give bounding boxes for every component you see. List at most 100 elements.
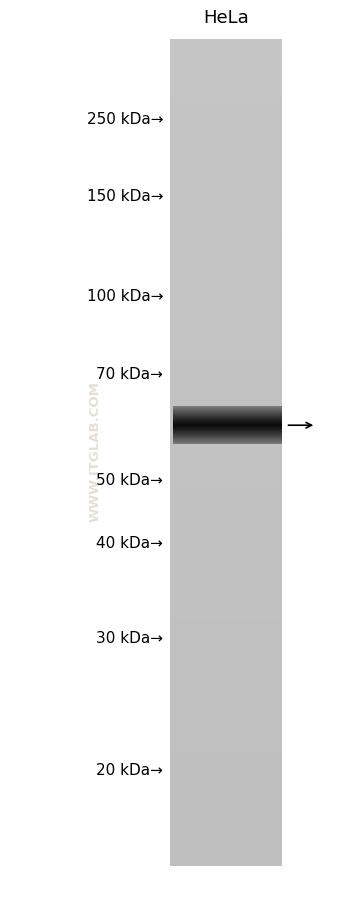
Bar: [170, 415, 282, 419]
Bar: [170, 793, 282, 796]
Bar: [170, 520, 282, 523]
Bar: [170, 820, 282, 823]
Bar: [170, 312, 282, 315]
Bar: [170, 407, 172, 445]
Bar: [170, 254, 282, 257]
Bar: [170, 805, 282, 808]
Bar: [170, 407, 172, 445]
Bar: [170, 603, 282, 606]
Bar: [170, 91, 282, 94]
Bar: [170, 857, 282, 860]
Bar: [170, 498, 282, 501]
Bar: [170, 279, 282, 282]
Bar: [170, 219, 282, 222]
Bar: [170, 817, 282, 821]
Bar: [170, 203, 282, 206]
Bar: [170, 306, 282, 308]
Bar: [170, 644, 282, 648]
Bar: [170, 632, 282, 635]
Bar: [170, 492, 282, 494]
Bar: [170, 751, 282, 754]
Bar: [170, 764, 282, 767]
Bar: [170, 780, 282, 783]
Bar: [170, 576, 282, 579]
Bar: [170, 271, 282, 273]
Bar: [170, 40, 282, 42]
Bar: [170, 584, 282, 587]
Bar: [170, 758, 282, 760]
Bar: [170, 778, 282, 781]
Bar: [170, 652, 282, 656]
Bar: [170, 469, 282, 472]
Bar: [170, 328, 282, 332]
Bar: [170, 566, 282, 569]
Bar: [170, 533, 282, 536]
Bar: [170, 426, 282, 428]
Bar: [170, 124, 282, 127]
Bar: [170, 131, 282, 133]
Bar: [170, 407, 171, 445]
Bar: [170, 283, 282, 286]
Bar: [170, 695, 282, 699]
Text: 150 kDa→: 150 kDa→: [87, 189, 163, 204]
Bar: [170, 335, 282, 337]
Bar: [170, 304, 282, 307]
Bar: [170, 211, 282, 214]
Bar: [170, 261, 282, 263]
Bar: [170, 296, 282, 299]
Bar: [170, 572, 282, 575]
Bar: [170, 687, 282, 691]
Bar: [170, 599, 282, 602]
Bar: [170, 349, 282, 352]
Bar: [170, 658, 282, 662]
Bar: [170, 580, 282, 584]
Text: 30 kDa→: 30 kDa→: [96, 630, 163, 645]
Bar: [170, 341, 282, 344]
Bar: [170, 477, 282, 480]
Bar: [170, 197, 282, 199]
Bar: [170, 667, 282, 670]
Bar: [170, 407, 171, 445]
Bar: [170, 450, 282, 454]
Bar: [170, 679, 282, 682]
Bar: [170, 453, 282, 456]
Bar: [170, 333, 282, 336]
Bar: [170, 739, 282, 742]
Bar: [170, 638, 282, 641]
Bar: [170, 815, 282, 818]
Bar: [170, 343, 282, 346]
Bar: [170, 428, 282, 430]
Bar: [170, 291, 282, 294]
Bar: [170, 463, 282, 465]
Bar: [170, 355, 282, 358]
Bar: [170, 128, 282, 132]
Bar: [170, 733, 282, 736]
Bar: [170, 407, 171, 445]
Bar: [170, 161, 282, 164]
Bar: [170, 593, 282, 595]
Bar: [170, 120, 282, 123]
Bar: [170, 713, 282, 715]
Bar: [170, 795, 282, 798]
Bar: [170, 623, 282, 627]
Bar: [170, 407, 173, 445]
Bar: [170, 787, 282, 789]
Bar: [170, 830, 282, 833]
Bar: [170, 227, 282, 230]
Bar: [170, 93, 282, 97]
Bar: [170, 541, 282, 544]
Bar: [170, 774, 282, 778]
Bar: [170, 407, 172, 445]
Bar: [170, 370, 282, 373]
Bar: [170, 753, 282, 757]
Bar: [170, 721, 282, 723]
Bar: [170, 723, 282, 725]
Bar: [170, 374, 282, 377]
Bar: [170, 677, 282, 680]
Bar: [170, 432, 282, 435]
Bar: [170, 50, 282, 53]
Bar: [170, 62, 282, 65]
Bar: [170, 372, 282, 375]
Bar: [170, 594, 282, 598]
Bar: [170, 766, 282, 769]
